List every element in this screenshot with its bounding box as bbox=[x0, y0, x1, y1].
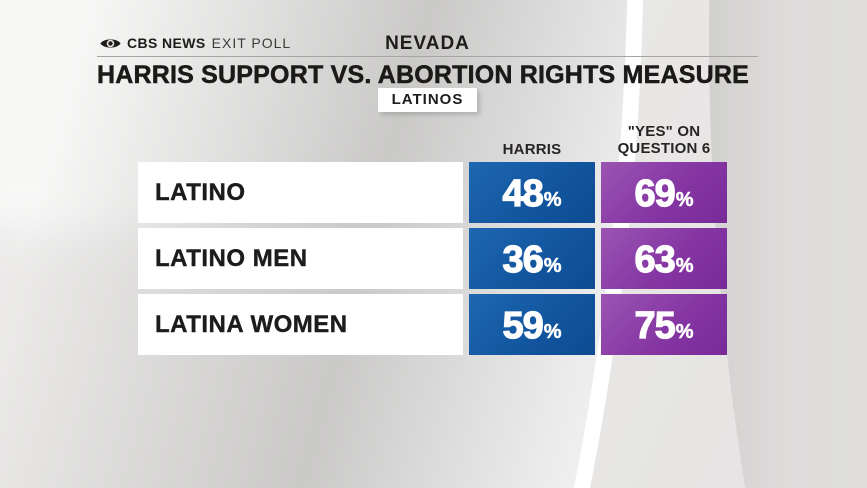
value-number: 63 bbox=[634, 238, 676, 281]
percent-sign: % bbox=[675, 188, 694, 211]
divider-line bbox=[97, 56, 758, 57]
value-number: 48 bbox=[502, 172, 544, 215]
harris-value-cell: 36 % bbox=[469, 228, 595, 289]
row-label: LATINO MEN bbox=[138, 228, 463, 289]
row-label: LATINA WOMEN bbox=[138, 294, 463, 355]
value-number: 59 bbox=[502, 304, 544, 347]
percent-sign: % bbox=[675, 320, 694, 343]
table-row: LATINO 48 % 69 % bbox=[138, 162, 727, 223]
percent-sign: % bbox=[543, 188, 562, 211]
percent-sign: % bbox=[543, 254, 562, 277]
column-header-question6-line2: QUESTION 6 bbox=[617, 140, 711, 158]
brand-subtitle: EXIT POLL bbox=[211, 35, 292, 51]
value-number: 69 bbox=[634, 172, 676, 215]
brand-name: CBS NEWS bbox=[127, 35, 206, 51]
column-header-question6-line1: "YES" ON bbox=[627, 123, 701, 140]
question6-value-cell: 63 % bbox=[601, 228, 727, 289]
harris-value-cell: 48 % bbox=[469, 162, 595, 223]
table-row: LATINO MEN 36 % 63 % bbox=[138, 228, 727, 289]
table-row: LATINA WOMEN 59 % 75 % bbox=[138, 294, 727, 355]
cbs-eye-icon bbox=[100, 37, 121, 50]
row-label: LATINO bbox=[138, 162, 463, 223]
question6-value-cell: 69 % bbox=[601, 162, 727, 223]
group-badge: LATINOS bbox=[377, 88, 478, 112]
value-number: 36 bbox=[502, 238, 544, 281]
column-header-question6: "YES" ON QUESTION 6 bbox=[601, 123, 727, 158]
value: 75 % bbox=[634, 304, 694, 347]
value: 63 % bbox=[634, 238, 694, 281]
value: 48 % bbox=[502, 172, 562, 215]
percent-sign: % bbox=[675, 254, 694, 277]
value: 69 % bbox=[634, 172, 694, 215]
question6-value-cell: 75 % bbox=[601, 294, 727, 355]
page-title: HARRIS SUPPORT VS. ABORTION RIGHTS MEASU… bbox=[97, 61, 749, 90]
brand-lockup: CBS NEWS EXIT POLL bbox=[100, 35, 291, 51]
value: 59 % bbox=[502, 304, 562, 347]
percent-sign: % bbox=[543, 320, 562, 343]
value: 36 % bbox=[502, 238, 562, 281]
value-number: 75 bbox=[634, 304, 676, 347]
column-header-harris: HARRIS bbox=[502, 141, 562, 158]
harris-value-cell: 59 % bbox=[469, 294, 595, 355]
badge-container: LATINOS bbox=[97, 88, 758, 112]
